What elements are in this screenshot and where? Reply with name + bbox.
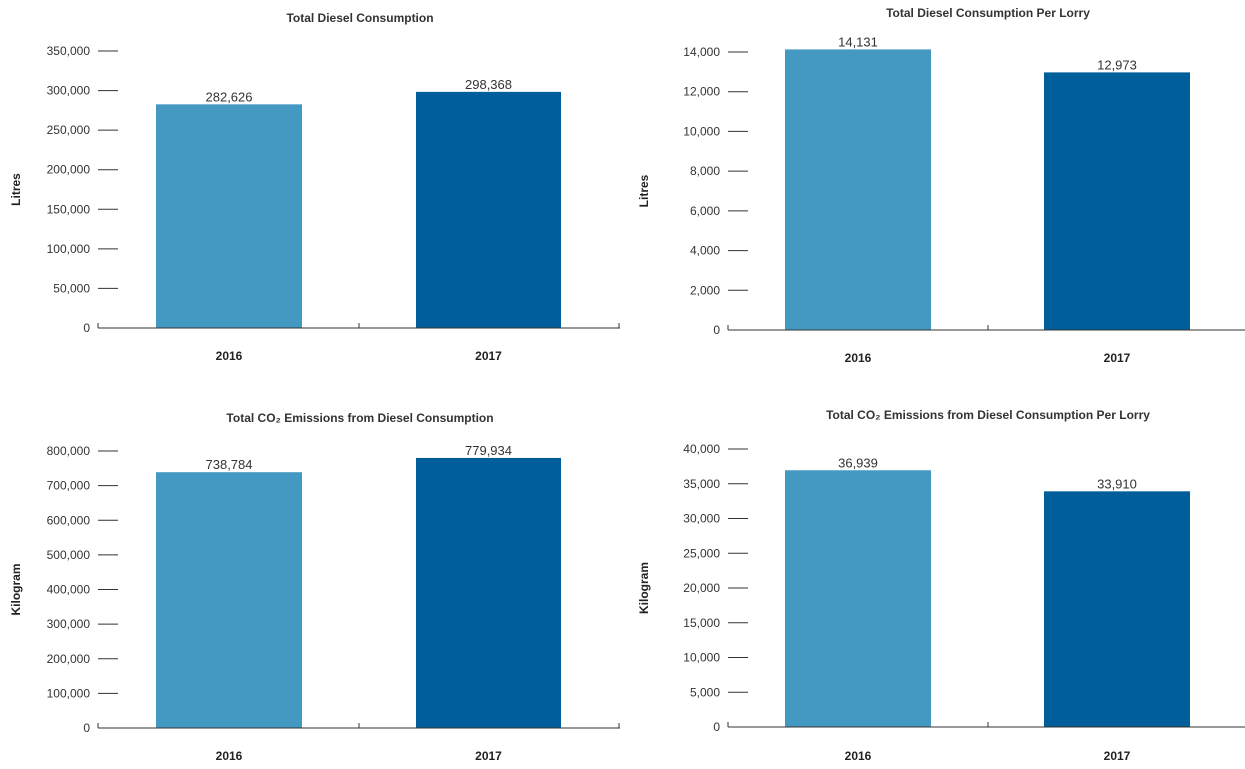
y-tick-label: 15,000 [683,616,720,630]
y-tick-label: 300,000 [47,84,91,98]
x-category-label: 2017 [1104,749,1131,763]
y-tick-label: 8,000 [690,164,720,178]
y-tick-label: 6,000 [690,204,720,218]
data-label: 14,131 [838,34,878,49]
y-tick-label: 2,000 [690,283,720,297]
chart-title: Total Diesel Consumption [286,11,433,25]
data-label: 298,368 [465,77,512,92]
y-tick-label: 14,000 [683,45,720,59]
y-tick-label: 10,000 [683,124,720,138]
y-tick-label: 30,000 [683,512,720,526]
data-label: 36,939 [838,455,878,470]
y-axis-label: Litres [9,173,23,206]
y-axis-label: Kilogram [9,563,23,615]
data-label: 779,934 [465,443,512,458]
bar-2017 [416,457,561,728]
y-tick-label: 800,000 [47,444,91,458]
x-category-label: 2017 [475,749,502,763]
y-tick-label: 5,000 [690,685,720,699]
y-axis-label: Kilogram [637,562,651,614]
y-tick-label: 40,000 [683,442,720,456]
chart-title: Total CO₂ Emissions from Diesel Consumpt… [226,411,493,425]
data-label: 12,973 [1097,57,1137,72]
x-category-label: 2017 [475,349,502,363]
y-tick-label: 20,000 [683,581,720,595]
chart-title: Total Diesel Consumption Per Lorry [886,6,1090,20]
y-tick-label: 200,000 [47,163,91,177]
x-category-label: 2016 [216,749,243,763]
y-tick-label: 600,000 [47,513,91,527]
bar-2016 [156,472,302,728]
chart-title: Total CO₂ Emissions from Diesel Consumpt… [826,408,1150,422]
y-tick-label: 0 [713,323,720,337]
y-tick-label: 250,000 [47,123,91,137]
y-tick-label: 500,000 [47,548,91,562]
data-label: 282,626 [206,89,253,104]
x-category-label: 2016 [216,349,243,363]
data-label: 33,910 [1097,476,1137,491]
bar-2016 [785,470,931,727]
y-tick-label: 4,000 [690,244,720,258]
y-tick-label: 35,000 [683,477,720,491]
x-category-label: 2016 [845,351,872,365]
y-tick-label: 150,000 [47,202,91,216]
bar-2017 [1044,72,1190,331]
y-tick-label: 350,000 [47,44,91,58]
x-category-label: 2016 [845,749,872,763]
bar-2016 [156,104,302,328]
y-tick-label: 400,000 [47,583,91,597]
bar-2016 [785,49,931,331]
y-tick-label: 12,000 [683,85,720,99]
y-axis-label: Litres [637,174,651,207]
y-tick-label: 100,000 [47,686,91,700]
data-label: 738,784 [206,457,253,472]
y-tick-label: 0 [83,321,90,335]
y-tick-label: 0 [83,721,90,735]
bar-2017 [416,91,561,328]
x-category-label: 2017 [1104,351,1131,365]
y-tick-label: 700,000 [47,479,91,493]
bar-2017 [1044,491,1190,727]
y-tick-label: 200,000 [47,652,91,666]
y-tick-label: 25,000 [683,546,720,560]
y-tick-label: 10,000 [683,651,720,665]
y-tick-label: 0 [713,720,720,734]
y-tick-label: 50,000 [53,281,90,295]
y-tick-label: 100,000 [47,242,91,256]
y-tick-label: 300,000 [47,617,91,631]
